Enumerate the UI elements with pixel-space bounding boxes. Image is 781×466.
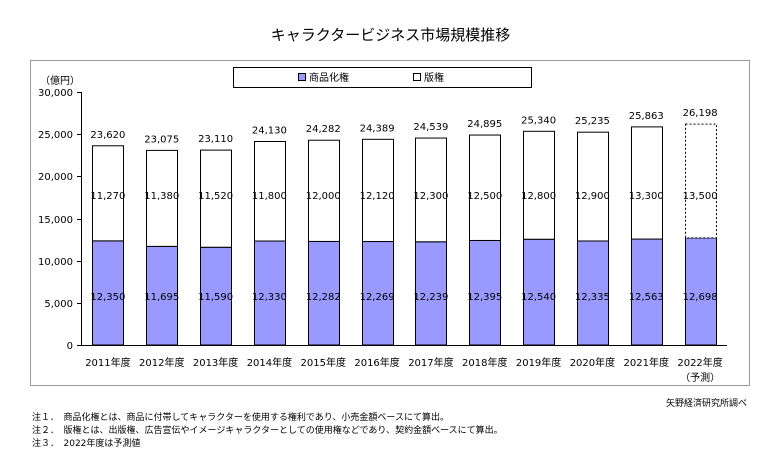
- value-label-copyright: 12,120: [360, 191, 395, 202]
- value-label-merchandising: 12,698: [683, 292, 718, 303]
- y-tick-label: 25,000: [38, 130, 73, 141]
- footnotes: 注１． 商品化権とは、商品に付帯してキャラクターを使用する権利であり、小売金額ベ…: [32, 412, 503, 451]
- bar-merchandising: [200, 246, 232, 346]
- value-label-copyright: 13,300: [629, 191, 664, 202]
- bar-copyright: [577, 131, 609, 242]
- value-label-total: 23,620: [90, 130, 125, 141]
- value-label-total: 23,075: [144, 134, 179, 145]
- bar-copyright: [200, 149, 232, 248]
- value-label-merchandising: 12,330: [252, 292, 287, 303]
- bar-copyright: [469, 134, 501, 241]
- value-label-copyright: 11,270: [90, 191, 125, 202]
- y-unit-label: （億円）: [40, 74, 80, 87]
- legend-label: 商品化権: [309, 71, 349, 84]
- value-label-total: 25,235: [575, 116, 610, 127]
- bar-copyright: [92, 145, 124, 242]
- y-tick-label: 30,000: [38, 88, 73, 99]
- legend-swatch: [298, 73, 306, 81]
- value-label-merchandising: 11,590: [198, 292, 233, 303]
- value-label-copyright: 12,300: [413, 191, 448, 202]
- value-label-merchandising: 12,395: [467, 292, 502, 303]
- value-label-total: 25,340: [521, 115, 556, 126]
- value-label-copyright: 13,500: [683, 191, 718, 202]
- bar-chart: 0 5,000 10,000 15,000 20,000 25,000 30,000（億円）…: [30, 60, 750, 386]
- bar-merchandising: [577, 240, 609, 346]
- bar-merchandising: [523, 238, 555, 346]
- value-label-copyright: 12,000: [306, 191, 341, 202]
- y-tick-label: 10,000: [38, 257, 73, 268]
- y-tick-label: 5,000: [44, 299, 73, 310]
- source-credit: 矢野経済研究所調べ: [665, 399, 747, 409]
- chart-title: キャラクタービジネス市場規模推移: [270, 26, 511, 44]
- value-label-merchandising: 11,695: [144, 292, 179, 303]
- bar-copyright: [254, 141, 286, 242]
- bar-merchandising: [685, 237, 717, 346]
- footnote-1: 注１． 商品化権とは、商品に付帯してキャラクターを使用する権利であり、小売金額ベ…: [32, 413, 449, 423]
- value-label-total: 24,130: [252, 126, 287, 137]
- value-label-total: 24,282: [306, 124, 341, 135]
- bar-merchandising: [415, 241, 447, 346]
- bar-copyright: [685, 123, 717, 239]
- forecast-note: （予測）: [680, 371, 720, 384]
- bar-merchandising: [254, 240, 286, 346]
- bar-copyright: [523, 130, 555, 240]
- footnote-3: 注３． 2022年度は予測値: [32, 439, 141, 449]
- value-label-total: 25,863: [629, 111, 664, 122]
- value-label-merchandising: 12,269: [360, 292, 395, 303]
- value-label-merchandising: 12,540: [521, 292, 556, 303]
- x-tick-label: 2020年度: [570, 356, 615, 369]
- bar-merchandising: [362, 241, 394, 346]
- value-label-merchandising: 12,563: [629, 292, 664, 303]
- y-tick-label: 0: [67, 341, 73, 352]
- footnote-2: 注２． 版権とは、出版権、広告宣伝やイメージキャラクターとしての使用権などであり…: [32, 426, 503, 436]
- value-label-copyright: 12,500: [467, 191, 502, 202]
- bar-copyright: [415, 137, 447, 243]
- value-label-copyright: 11,800: [252, 191, 287, 202]
- value-label-merchandising: 12,282: [306, 292, 341, 303]
- y-tick-label: 15,000: [38, 215, 73, 226]
- value-label-total: 23,110: [198, 134, 233, 145]
- x-tick-label: 2021年度: [624, 356, 669, 369]
- y-tick-label: 20,000: [38, 172, 73, 183]
- value-label-copyright: 12,900: [575, 191, 610, 202]
- x-tick-label: 2012年度: [139, 356, 184, 369]
- bar-merchandising: [469, 239, 501, 346]
- x-tick-label: 2022年度: [677, 356, 722, 369]
- bar-merchandising: [92, 240, 124, 346]
- x-tick-label: 2018年度: [462, 356, 507, 369]
- x-tick-label: 2015年度: [301, 356, 346, 369]
- x-tick-label: 2019年度: [516, 356, 561, 369]
- value-label-copyright: 12,800: [521, 191, 556, 202]
- value-label-copyright: 11,520: [198, 191, 233, 202]
- chart-frame: [30, 60, 750, 386]
- bar-copyright: [308, 139, 340, 242]
- x-tick-label: 2017年度: [408, 356, 453, 369]
- legend-label: 版権: [424, 71, 444, 84]
- legend-swatch: [413, 73, 421, 81]
- value-label-total: 24,895: [467, 119, 502, 130]
- value-label-total: 26,198: [683, 108, 718, 119]
- value-label-total: 24,389: [360, 123, 395, 134]
- bar-merchandising: [631, 238, 663, 346]
- x-tick-label: 2013年度: [193, 356, 238, 369]
- x-tick-label: 2016年度: [354, 356, 399, 369]
- bar-copyright: [146, 149, 178, 247]
- x-tick-label: 2014年度: [247, 356, 292, 369]
- bar-copyright: [362, 138, 394, 243]
- value-label-total: 24,539: [413, 122, 448, 133]
- legend-box: [233, 67, 532, 88]
- value-label-merchandising: 12,350: [90, 292, 125, 303]
- value-label-copyright: 11,380: [144, 191, 179, 202]
- value-label-merchandising: 12,335: [575, 292, 610, 303]
- x-tick-label: 2011年度: [85, 356, 130, 369]
- bar-copyright: [631, 126, 663, 240]
- value-label-merchandising: 12,239: [413, 292, 448, 303]
